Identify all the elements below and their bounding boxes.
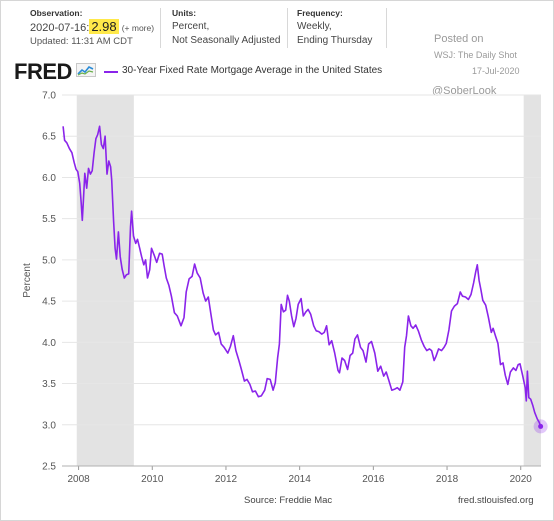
y-tick-label: 7.0 [42,91,56,102]
header-divider [160,8,161,48]
recession-band [76,95,134,466]
header-divider [287,8,288,48]
frequency-label: Frequency: [297,8,343,18]
observation-value: 2.98 [89,19,119,34]
recession-band [523,95,541,466]
units-block: Units: Percent, Not Seasonally Adjusted [172,6,280,48]
units-line-2: Not Seasonally Adjusted [172,35,281,46]
x-tick-label: 2020 [510,474,533,485]
last-point-marker [538,423,544,429]
y-axis-label: Percent [22,263,33,298]
units-line-1: Percent, [172,21,210,32]
watermark-source: WSJ: The Daily Shot [434,50,517,60]
y-tick-label: 4.5 [42,297,56,308]
observation-label: Observation: [30,8,83,18]
watermark-posted: Posted on [434,33,484,45]
frequency-line-1: Weekly, [297,21,332,32]
x-tick-label: 2010 [141,474,164,485]
y-tick-label: 3.5 [42,379,56,390]
legend-swatch [104,71,118,73]
x-tick-label: 2016 [362,474,385,485]
y-tick-label: 5.0 [42,255,56,266]
watermark-handle: @SoberLook [432,85,497,97]
line-graph-icon [76,63,96,77]
y-tick-label: 4.0 [42,338,56,349]
observation-block: Observation: 2020-07-16: 2.98 (+ more) Up… [30,6,154,49]
y-tick-label: 3.0 [42,420,56,431]
x-tick-label: 2018 [436,474,459,485]
observation-date: 2020-07-16: [30,22,90,34]
source-note: Source: Freddie Mac [244,495,333,506]
site-link[interactable]: fred.stlouisfed.org [458,495,534,506]
frequency-block: Frequency: Weekly, Ending Thursday [297,6,372,48]
watermark-date: 17-Jul-2020 [472,66,520,76]
updated-time: Updated: 11:31 AM CDT [30,36,133,47]
frequency-line-2: Ending Thursday [297,35,373,46]
x-tick-label: 2012 [215,474,238,485]
fred-logo[interactable]: FRED [14,59,72,84]
y-tick-label: 6.5 [42,132,56,143]
y-tick-label: 2.5 [42,462,56,473]
y-tick-label: 5.5 [42,214,56,225]
more-observations-link[interactable]: (+ more) [121,23,155,33]
x-tick-label: 2008 [67,474,90,485]
units-label: Units: [172,8,197,18]
x-tick-label: 2014 [289,474,312,485]
y-tick-label: 6.0 [42,173,56,184]
legend-series-name: 30-Year Fixed Rate Mortgage Average in t… [122,65,383,76]
series-line [62,125,542,427]
header-divider [386,8,387,48]
